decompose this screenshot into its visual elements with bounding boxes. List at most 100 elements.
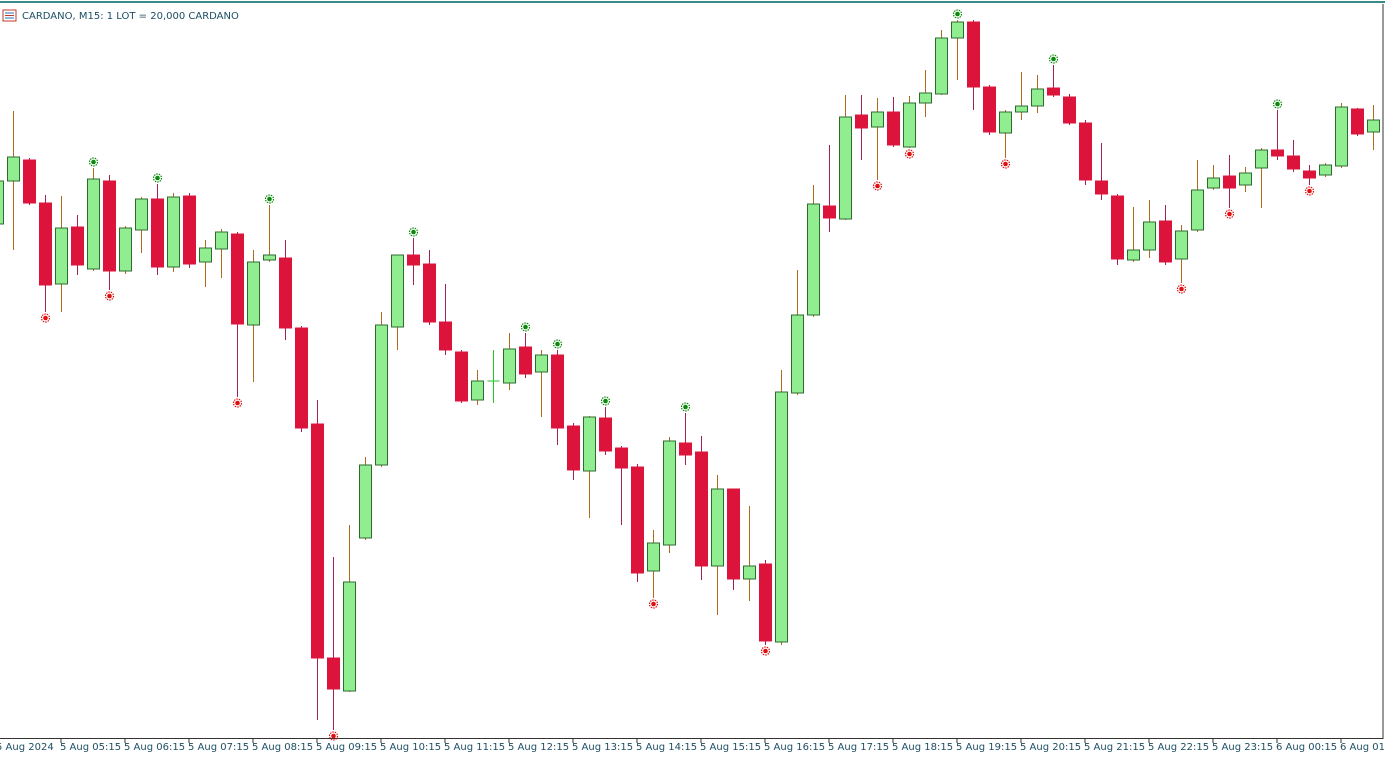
bear-body <box>327 657 340 690</box>
bear-body <box>759 563 772 642</box>
fractal-up-ring <box>680 402 691 412</box>
bear-body <box>615 447 628 469</box>
fractal-up <box>264 194 275 204</box>
fractal-down-ring <box>328 731 339 741</box>
bull-body <box>871 111 884 128</box>
fractal-down <box>104 291 115 301</box>
bull-body <box>807 203 820 316</box>
bull-body <box>1239 172 1252 186</box>
fractal-up-ring <box>600 396 611 406</box>
bear-body <box>1287 155 1300 170</box>
fractal-down <box>1224 209 1235 219</box>
fractal-down <box>1000 159 1011 169</box>
bear-body <box>1079 122 1092 181</box>
x-tick-label: 5 Aug 16:15 <box>764 742 825 753</box>
fractal-down-ring <box>872 181 883 191</box>
x-tick-label: 5 Aug 22:15 <box>1148 742 1209 753</box>
bull-body <box>935 37 948 95</box>
x-tick-label: 5 Aug 11:15 <box>444 742 505 753</box>
fractal-down <box>904 149 915 159</box>
bear-body <box>103 180 116 272</box>
bull-body <box>1255 149 1268 169</box>
fractal-up-core <box>683 404 688 410</box>
bear-body <box>295 327 308 429</box>
bull-body <box>0 180 4 225</box>
fractal-up <box>152 173 163 183</box>
bull-body <box>1207 177 1220 189</box>
x-tick-label: 5 Aug 13:15 <box>572 742 633 753</box>
bear-body <box>183 195 196 265</box>
bear-body <box>551 354 564 429</box>
bear-body <box>1159 220 1172 263</box>
bear-body <box>983 86 996 133</box>
fractal-down-core <box>1307 188 1312 194</box>
fractal-up-core <box>603 398 608 404</box>
bull-body <box>1191 189 1204 231</box>
fractal-down-core <box>1227 211 1232 217</box>
x-tick-label: 5 Aug 14:15 <box>636 742 697 753</box>
bull-body <box>343 581 356 692</box>
fractal-up-ring <box>264 194 275 204</box>
bull-body <box>1015 105 1028 113</box>
fractal-down-core <box>43 315 48 321</box>
bear-body <box>679 442 692 456</box>
bear-body <box>519 346 532 375</box>
bear-body <box>631 466 644 574</box>
fractal-up <box>88 157 99 167</box>
bear-body <box>1063 96 1076 124</box>
chart-title: CARDANO, M15: 1 LOT = 20,000 CARDANO <box>22 11 239 22</box>
fractal-down-core <box>331 733 336 739</box>
bear-body <box>439 321 452 351</box>
fractal-down-ring <box>232 398 243 408</box>
x-tick-label: 5 Aug 06:15 <box>124 742 185 753</box>
x-tick-label: 5 Aug 10:15 <box>380 742 441 753</box>
bear-body <box>1047 87 1060 96</box>
fractal-up-ring <box>88 157 99 167</box>
fractal-down-core <box>1003 161 1008 167</box>
bear-body <box>423 263 436 323</box>
x-tick-label: 6 Aug 01:15 <box>1340 742 1385 753</box>
bull-body <box>247 261 260 326</box>
fractal-up-ring <box>952 9 963 19</box>
bull-body <box>1143 221 1156 251</box>
x-tick-label: 5 Aug 05:15 <box>60 742 121 753</box>
x-tick-label: 5 Aug 18:15 <box>892 742 953 753</box>
bull-body <box>1367 119 1380 133</box>
bull-body <box>775 391 788 643</box>
bull-body <box>55 227 68 285</box>
fractal-up-core <box>267 196 272 202</box>
x-tick-label: 5 Aug 23:15 <box>1212 742 1273 753</box>
bear-body <box>887 111 900 146</box>
bull-body <box>1175 230 1188 260</box>
bull-body <box>119 227 132 272</box>
fractal-up-core <box>411 229 416 235</box>
fractal-up-core <box>155 175 160 181</box>
fractal-up <box>680 402 691 412</box>
bull-body <box>1335 106 1348 167</box>
fractal-down <box>40 313 51 323</box>
x-tick-label: 6 Aug 00:15 <box>1276 742 1337 753</box>
bull-body <box>1127 249 1140 261</box>
bull-body <box>711 488 724 567</box>
fractal-down-ring <box>1176 284 1187 294</box>
fractal-down-core <box>107 293 112 299</box>
fractal-down <box>872 181 883 191</box>
bull-body <box>1031 88 1044 107</box>
x-tick-label: 5 Aug 09:15 <box>316 742 377 753</box>
fractal-down-ring <box>760 646 771 656</box>
bear-body <box>599 417 612 452</box>
fractal-up <box>408 227 419 237</box>
fractal-down-ring <box>648 599 659 609</box>
bull-body <box>199 247 212 263</box>
fractal-down-core <box>763 648 768 654</box>
chart-icon <box>2 9 17 22</box>
bull-body <box>471 380 484 401</box>
fractal-up-ring <box>520 322 531 332</box>
fractal-down <box>1176 284 1187 294</box>
bull-body <box>743 565 756 580</box>
bull-body <box>647 542 660 572</box>
bear-body <box>823 205 836 219</box>
bear-body <box>567 425 580 471</box>
bear-body <box>311 423 324 659</box>
fractal-up <box>1048 54 1059 64</box>
